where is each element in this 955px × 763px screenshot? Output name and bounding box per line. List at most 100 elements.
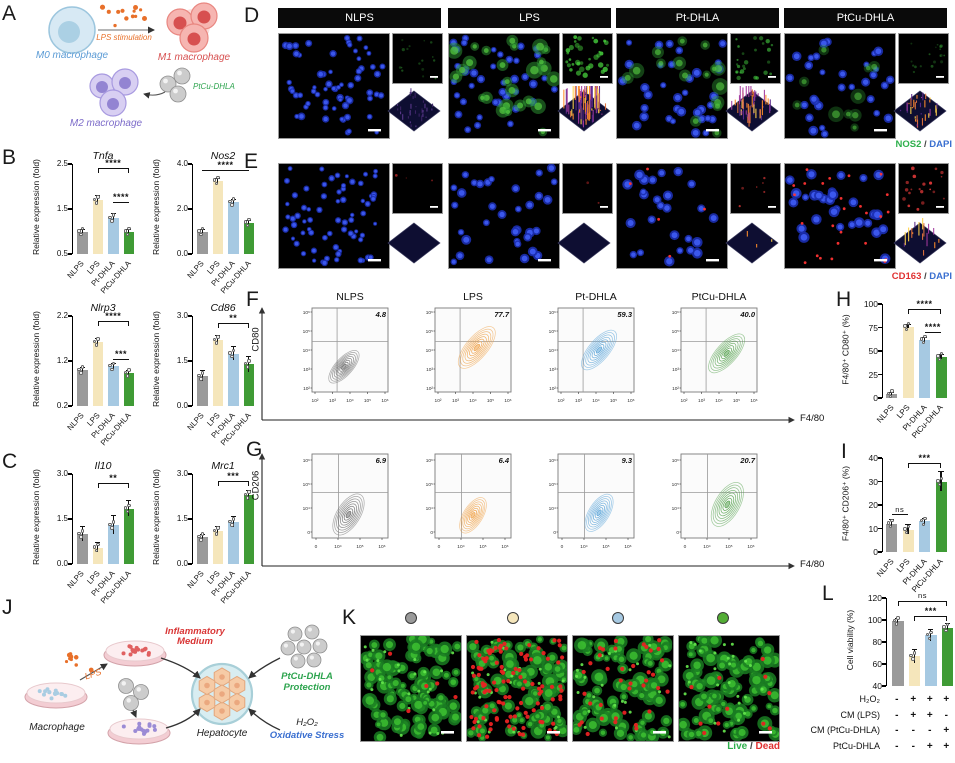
group-header: PtCu-DHLA <box>784 8 947 28</box>
data-point <box>123 229 128 233</box>
sig-tick <box>127 483 129 488</box>
y-tick <box>68 315 72 317</box>
y-tick <box>188 473 192 475</box>
svg-text:10³: 10³ <box>672 367 679 373</box>
error-cap <box>199 369 205 371</box>
sig-tick <box>127 320 129 326</box>
y-tick-label: 0.5 <box>56 249 68 258</box>
data-point <box>903 324 907 328</box>
y-tick-label: 2.2 <box>56 311 68 320</box>
error-bar <box>248 221 250 224</box>
y-tick-label: 4.0 <box>176 159 188 168</box>
data-point <box>942 625 946 629</box>
error-cap <box>95 542 101 543</box>
data-point <box>80 226 85 230</box>
data-point <box>945 622 950 627</box>
svg-text:0: 0 <box>553 530 556 536</box>
data-point <box>247 490 251 494</box>
data-point <box>92 339 97 344</box>
sig-line <box>908 462 941 464</box>
svg-text:10⁶: 10⁶ <box>627 398 634 404</box>
data-point <box>214 181 219 186</box>
sig-label: ns <box>895 504 905 514</box>
y-tick <box>188 518 192 520</box>
data-point <box>125 509 130 513</box>
error-cap <box>126 500 132 501</box>
svg-text:6.4: 6.4 <box>499 456 510 465</box>
y-tick <box>882 619 886 621</box>
error-cap <box>246 355 252 357</box>
data-point <box>80 529 85 533</box>
data-point <box>197 373 201 377</box>
y-axis-label: F4/80⁺ CD80⁺ (%) <box>840 314 851 385</box>
svg-text:10⁴: 10⁴ <box>457 544 464 550</box>
svg-text:10⁴: 10⁴ <box>426 348 433 354</box>
data-point <box>906 524 911 529</box>
panel-letter-j: J <box>2 596 13 619</box>
sig-line <box>217 481 249 483</box>
svg-text:77.7: 77.7 <box>494 310 509 319</box>
svg-text:10⁵: 10⁵ <box>303 482 310 488</box>
error-bar <box>217 336 219 344</box>
sig-tick <box>908 308 910 314</box>
y-tick-label: 10 <box>868 523 878 534</box>
y-tick <box>68 253 72 255</box>
error-bar <box>81 368 83 372</box>
y-axis-label: Relative expression (fold) <box>31 159 41 255</box>
error-bar <box>897 618 899 624</box>
lps-stimulation-label: LPS stimulation <box>96 33 152 42</box>
data-point <box>125 232 130 236</box>
data-point <box>892 618 897 623</box>
bar <box>92 342 103 406</box>
condition-dot <box>612 612 624 624</box>
cd163-dapi-legend: CD163 / DAPI <box>792 271 952 282</box>
data-point <box>111 361 116 365</box>
y-tick-label: 3.0 <box>56 469 68 478</box>
y-tick-label: 0 <box>873 393 878 403</box>
plot-area: ns *** <box>886 591 953 686</box>
error-bar <box>907 524 909 535</box>
data-point <box>123 506 128 510</box>
bar <box>243 495 254 564</box>
data-point <box>231 197 236 201</box>
svg-text:10³: 10³ <box>549 367 556 373</box>
svg-text:10⁵: 10⁵ <box>602 544 609 550</box>
data-point <box>890 389 894 393</box>
y-tick <box>68 518 72 520</box>
svg-text:10⁴: 10⁴ <box>549 506 556 512</box>
data-point <box>199 538 203 542</box>
error-bar <box>946 624 948 631</box>
error-bar <box>128 370 130 376</box>
y-axis-label: Relative expression (fold) <box>151 159 161 255</box>
sig-line <box>202 170 249 172</box>
error-cap <box>230 515 236 517</box>
svg-text:10⁶: 10⁶ <box>549 310 556 316</box>
sig-line <box>924 332 941 334</box>
treatment-sign: - <box>895 709 899 721</box>
panel-letter-k: K <box>342 606 357 629</box>
svg-text:0: 0 <box>561 544 564 550</box>
svg-text:10³: 10³ <box>426 367 433 373</box>
data-point <box>243 492 248 496</box>
y-tick <box>188 253 192 255</box>
chart-tnfa: Tnfa Relative expression (fold) **** **** 0.… <box>28 150 143 310</box>
error-bar <box>232 200 234 205</box>
m1-label: M1 macrophage <box>157 52 231 63</box>
svg-text:10⁶: 10⁶ <box>504 398 511 404</box>
bar <box>935 481 947 552</box>
sig-tick <box>914 615 916 621</box>
surface-plot-3d <box>387 88 441 132</box>
svg-text:0: 0 <box>307 530 310 536</box>
bar <box>197 537 208 564</box>
group-header: NLPS <box>278 8 441 28</box>
data-point <box>921 340 925 345</box>
chart-h: F4/80⁺ CD80⁺ (%) **** **** 0 25 50 75 100 NLPS LP… <box>841 294 955 454</box>
chart-title: Il10 <box>94 460 112 472</box>
inflammatory-medium-label: Inflammatory Medium <box>165 626 225 648</box>
bar <box>243 364 254 406</box>
data-point <box>108 364 112 368</box>
bar <box>243 222 254 254</box>
treatment-sign: - <box>895 725 899 736</box>
